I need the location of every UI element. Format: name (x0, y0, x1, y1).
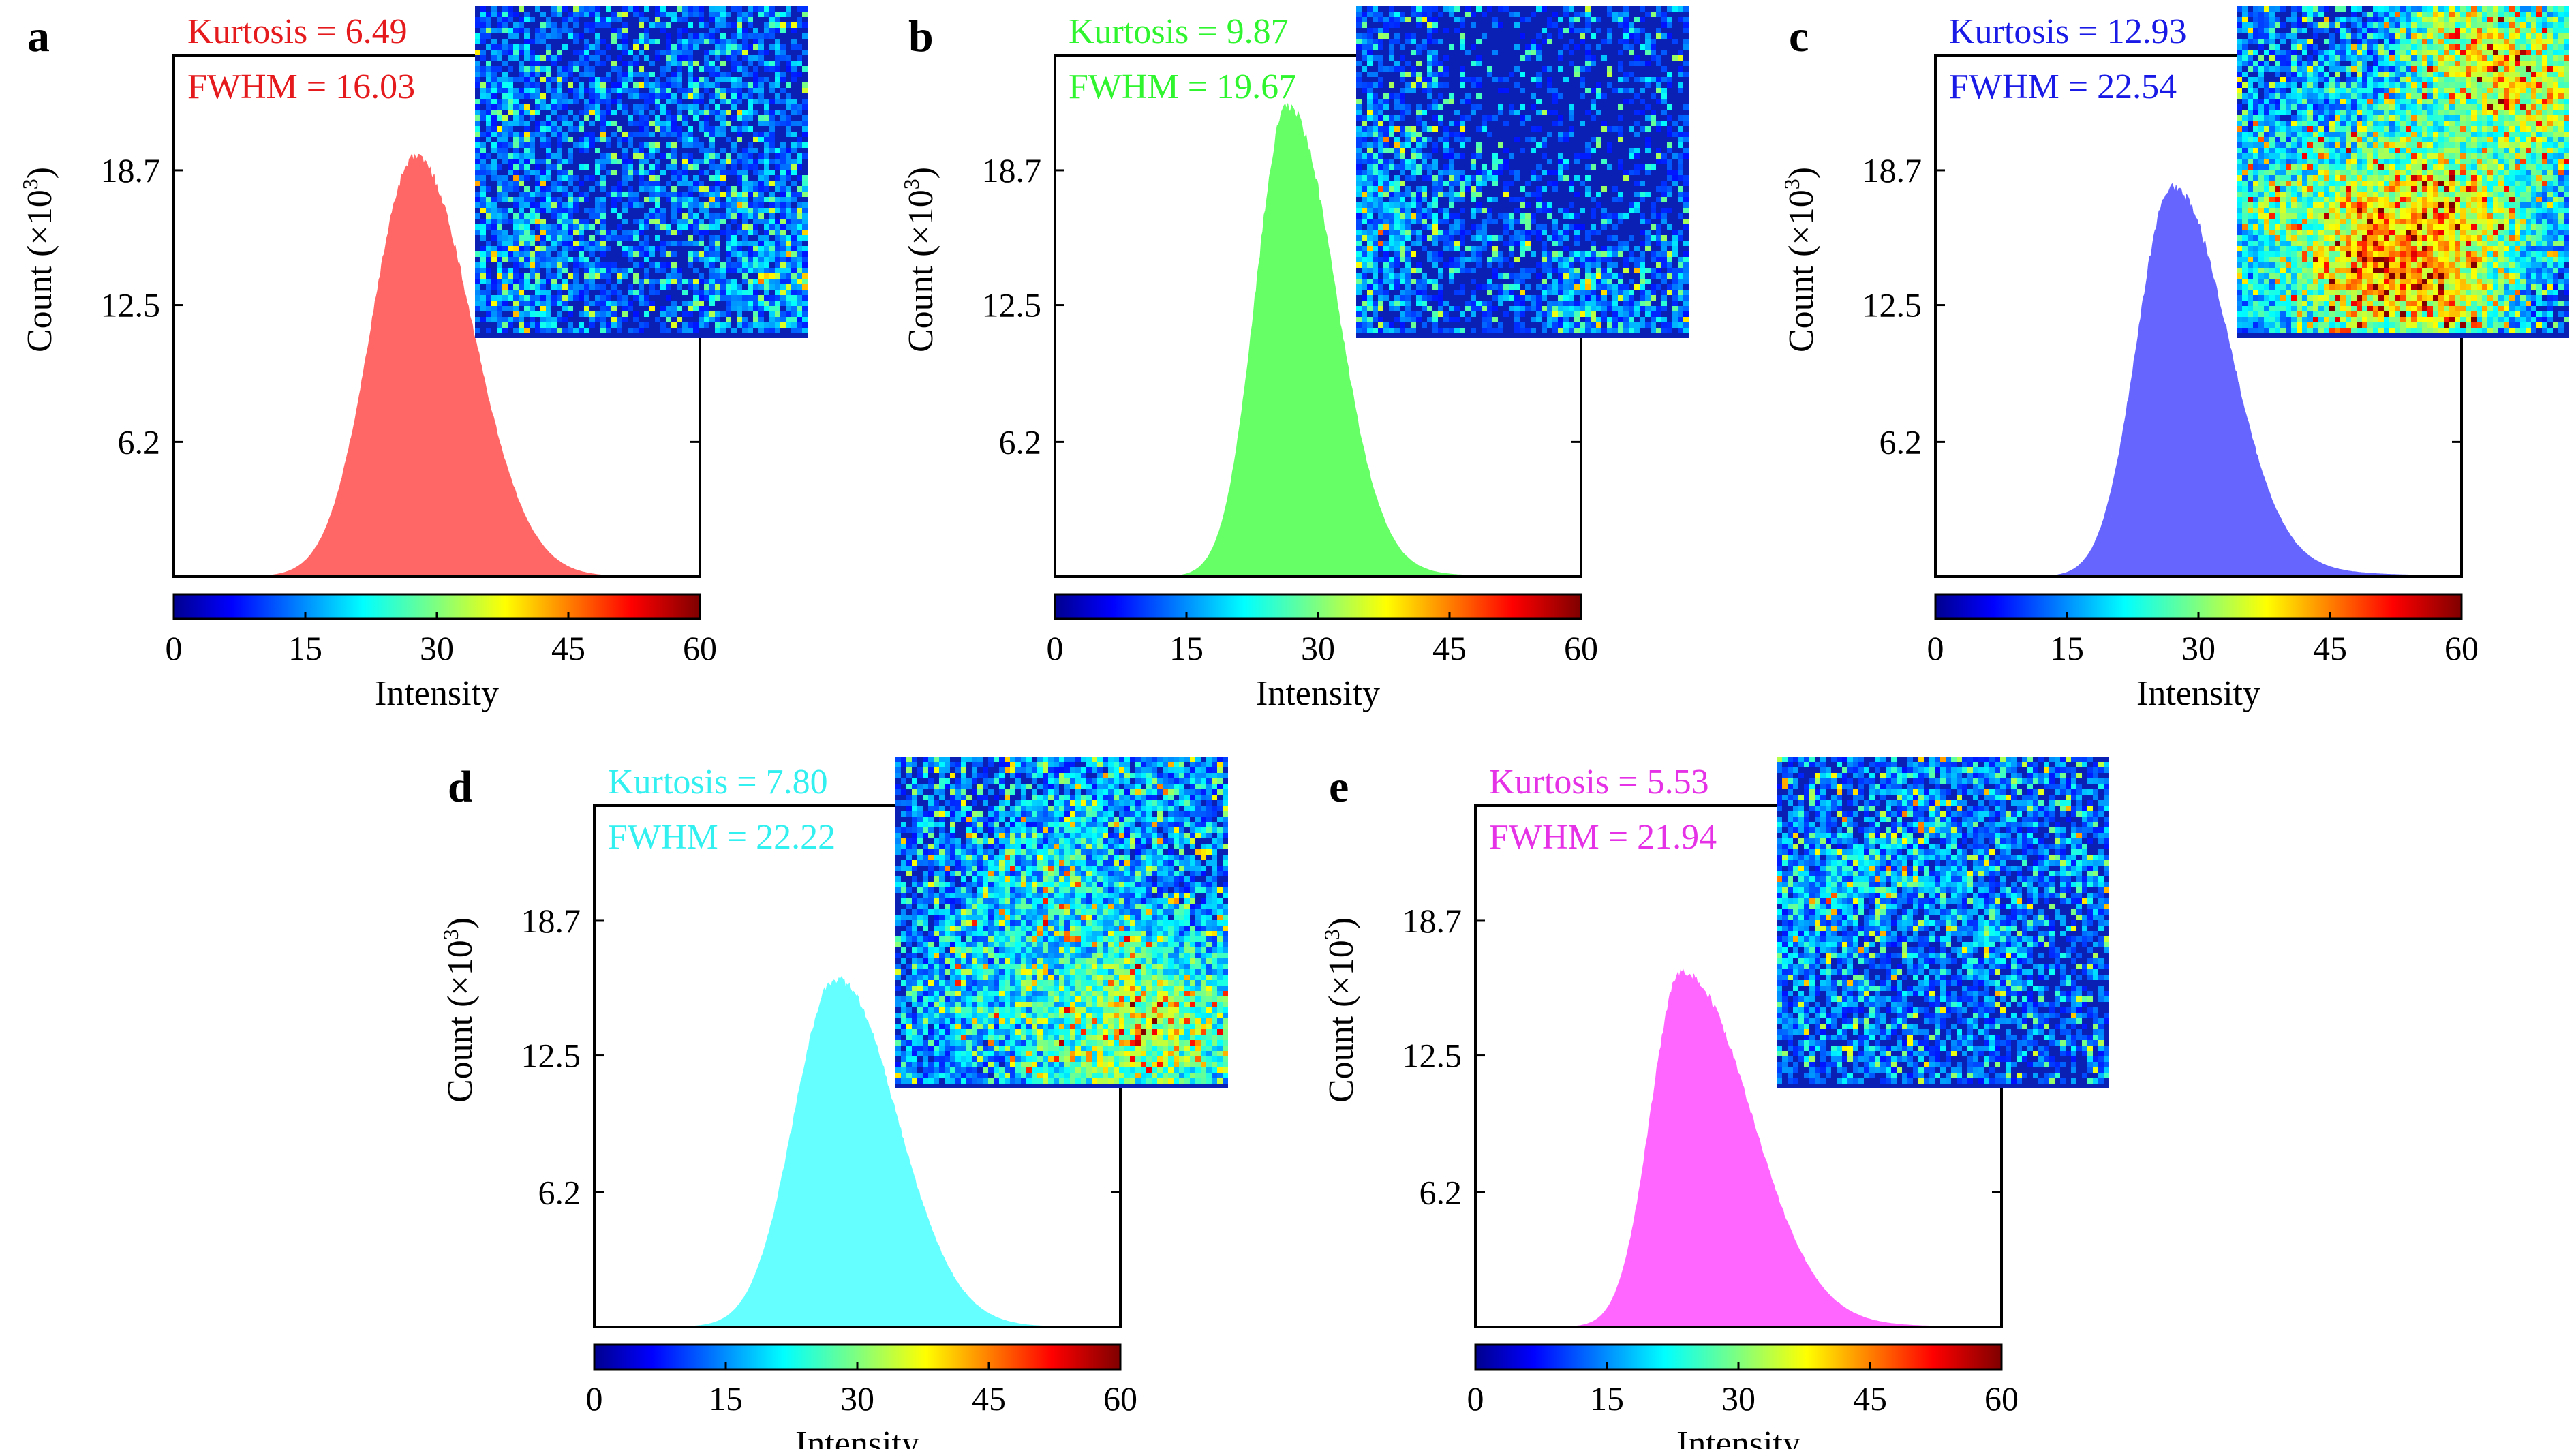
x-tick-label: 45 (972, 1379, 1006, 1418)
panel-b: 6.2 12.5 18.7 Count (×103) 0 15 30 45 60 Intensit… (899, 6, 1689, 713)
y-tick-label: 12.5 (1402, 1037, 1462, 1075)
y-axis-label: Count (×103) (438, 917, 480, 1103)
kurtosis-label: Kurtosis = 6.49 (187, 12, 408, 51)
y-tick-label: 18.7 (982, 151, 1042, 189)
panel-d: 6.2 12.5 18.7 Count (×103) 0 15 30 45 60 Intensit… (438, 757, 1228, 1449)
x-tick-label: 45 (2313, 629, 2347, 667)
x-tick-label: 15 (1590, 1379, 1624, 1418)
fwhm-label: FWHM = 22.54 (1949, 67, 2177, 106)
y-tick-label: 18.7 (1862, 151, 1922, 189)
y-tick-label: 6.2 (538, 1173, 581, 1211)
x-tick-label: 45 (1853, 1379, 1887, 1418)
y-tick-label: 18.7 (1402, 902, 1462, 940)
inset-speckle-map (2237, 6, 2569, 338)
y-tick-label: 6.2 (118, 423, 161, 461)
y-axis-label: Count (×103) (899, 167, 940, 352)
x-axis-label: Intensity (375, 674, 499, 713)
y-axis-label: Count (×103) (1779, 167, 1821, 352)
x-tick-label: 30 (1721, 1379, 1755, 1418)
x-tick-label: 60 (1984, 1379, 2019, 1418)
fwhm-label: FWHM = 19.67 (1069, 67, 1296, 106)
x-tick-label: 0 (1467, 1379, 1484, 1418)
fwhm-label: FWHM = 16.03 (187, 67, 415, 106)
x-tick-label: 30 (840, 1379, 874, 1418)
fwhm-label: FWHM = 21.94 (1489, 818, 1717, 857)
x-tick-label: 0 (586, 1379, 603, 1418)
kurtosis-label: Kurtosis = 7.80 (608, 763, 828, 802)
x-tick-label: 60 (2444, 629, 2479, 667)
x-tick-label: 0 (1047, 629, 1064, 667)
inset-speckle-map (1356, 6, 1689, 338)
panel-label: a (27, 12, 50, 61)
x-tick-label: 15 (1169, 629, 1203, 667)
x-tick-label: 15 (709, 1379, 743, 1418)
fwhm-label: FWHM = 22.22 (608, 818, 835, 857)
y-tick-label: 6.2 (1880, 423, 1922, 461)
x-tick-label: 30 (1301, 629, 1335, 667)
y-tick-label: 12.5 (101, 286, 161, 324)
panel-label: d (448, 762, 473, 812)
x-axis-label: Intensity (1676, 1424, 1800, 1449)
x-tick-label: 45 (551, 629, 585, 667)
x-tick-label: 60 (683, 629, 717, 667)
inset-speckle-map (1777, 757, 2109, 1088)
y-tick-label: 18.7 (101, 151, 161, 189)
inset-speckle-map (895, 757, 1228, 1088)
x-tick-label: 60 (1564, 629, 1598, 667)
x-tick-label: 45 (1432, 629, 1467, 667)
inset-speckle-map (475, 6, 808, 338)
x-axis-label: Intensity (795, 1424, 919, 1449)
y-tick-label: 18.7 (521, 902, 581, 940)
x-tick-label: 15 (288, 629, 322, 667)
panel-a: 6.2 12.5 18.7 Count (×103) 0 15 30 45 60 Intensit… (18, 6, 808, 713)
y-tick-label: 12.5 (1862, 286, 1922, 324)
kurtosis-label: Kurtosis = 9.87 (1069, 12, 1289, 51)
y-tick-label: 6.2 (999, 423, 1042, 461)
panel-e: 6.2 12.5 18.7 Count (×103) 0 15 30 45 60 Intensit… (1319, 757, 2109, 1449)
x-tick-label: 30 (420, 629, 454, 667)
panel-c: 6.2 12.5 18.7 Count (×103) 0 15 30 45 60 Intensit… (1779, 6, 2569, 713)
x-axis-label: Intensity (2136, 674, 2260, 713)
y-tick-label: 12.5 (982, 286, 1042, 324)
y-axis-label: Count (×103) (1319, 917, 1361, 1103)
x-axis-label: Intensity (1256, 674, 1380, 713)
x-tick-label: 0 (166, 629, 183, 667)
panel-label: c (1789, 12, 1809, 61)
x-tick-label: 0 (1927, 629, 1944, 667)
x-tick-label: 60 (1103, 1379, 1137, 1418)
y-tick-label: 6.2 (1420, 1173, 1462, 1211)
kurtosis-label: Kurtosis = 12.93 (1949, 12, 2187, 51)
panel-label: b (908, 12, 934, 61)
y-axis-label: Count (×103) (18, 167, 59, 352)
x-tick-label: 30 (2181, 629, 2215, 667)
kurtosis-label: Kurtosis = 5.53 (1489, 763, 1709, 802)
panel-label: e (1329, 762, 1349, 812)
x-tick-label: 15 (2050, 629, 2084, 667)
y-tick-label: 12.5 (521, 1037, 581, 1075)
